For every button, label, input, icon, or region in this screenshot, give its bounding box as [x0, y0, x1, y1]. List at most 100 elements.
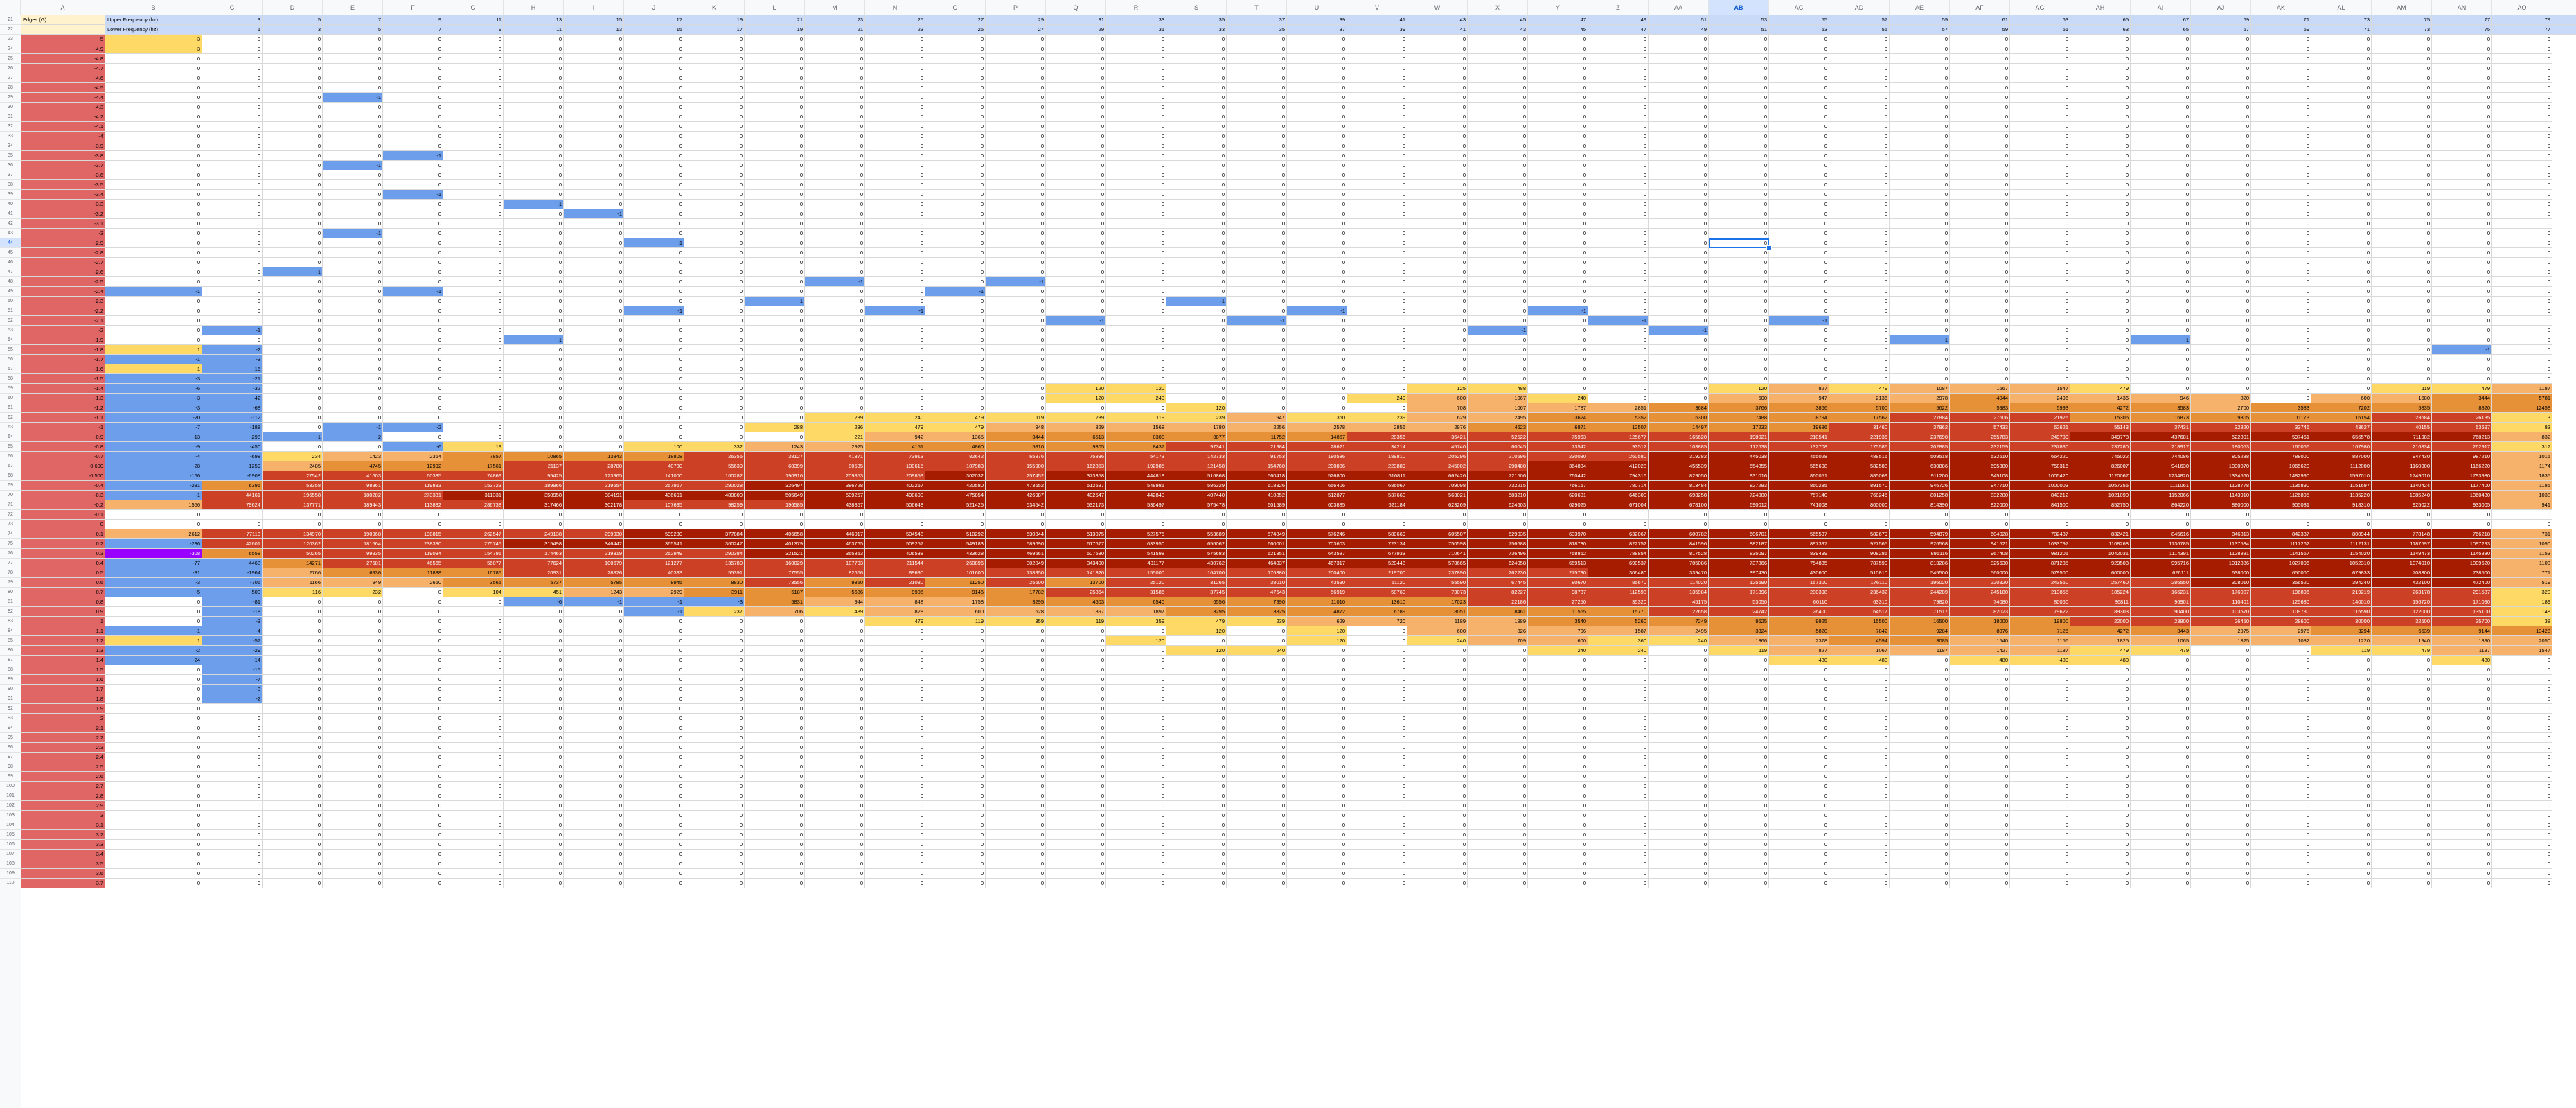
data-cell[interactable]: 0: [1166, 811, 1227, 820]
data-cell[interactable]: 0: [383, 93, 443, 103]
data-cell[interactable]: 211544: [865, 559, 925, 568]
data-cell[interactable]: 0: [745, 830, 805, 840]
data-cell[interactable]: 230080: [1528, 452, 1588, 461]
data-cell[interactable]: 766157: [1528, 481, 1588, 491]
data-cell[interactable]: 0: [1227, 122, 1287, 132]
data-cell[interactable]: 0: [2492, 316, 2552, 326]
data-cell[interactable]: 339470: [1649, 568, 1709, 578]
data-cell[interactable]: 384191: [564, 491, 624, 500]
data-cell[interactable]: 0: [383, 859, 443, 869]
data-cell[interactable]: 0: [564, 335, 624, 345]
edge-value-cell[interactable]: -2.7: [21, 258, 105, 267]
data-cell[interactable]: 0: [1950, 238, 2010, 248]
data-cell[interactable]: 0: [925, 209, 986, 219]
data-cell[interactable]: -7: [202, 675, 263, 685]
data-cell[interactable]: 0: [684, 326, 745, 335]
upper-frequency-cell[interactable]: 77: [2432, 15, 2492, 25]
data-cell[interactable]: 0: [1407, 132, 1468, 141]
edge-value-cell[interactable]: -2: [21, 326, 105, 335]
data-cell[interactable]: 0: [1950, 723, 2010, 733]
data-cell[interactable]: 1042031: [2070, 549, 2131, 559]
data-cell[interactable]: 0: [564, 675, 624, 685]
data-cell[interactable]: 0: [1528, 93, 1588, 103]
data-cell[interactable]: 1897: [1106, 607, 1166, 617]
data-cell[interactable]: 0: [986, 384, 1046, 394]
data-cell[interactable]: 464837: [1227, 559, 1287, 568]
data-cell[interactable]: 0: [1468, 122, 1528, 132]
data-cell[interactable]: 0: [1166, 384, 1227, 394]
data-cell[interactable]: 0: [323, 869, 383, 879]
data-cell[interactable]: 0: [1347, 355, 1407, 364]
data-cell[interactable]: 1021090: [2070, 491, 2131, 500]
data-cell[interactable]: 0: [1227, 840, 1287, 850]
data-cell[interactable]: 0: [684, 520, 745, 529]
data-cell[interactable]: 0: [986, 54, 1046, 64]
data-cell[interactable]: 0: [2191, 811, 2251, 820]
data-cell[interactable]: -1: [805, 277, 865, 287]
data-cell[interactable]: 255783: [1950, 432, 2010, 442]
data-cell[interactable]: 0: [1709, 200, 1769, 209]
data-cell[interactable]: 0: [2070, 869, 2131, 879]
data-cell[interactable]: 0: [383, 335, 443, 345]
data-cell[interactable]: 0: [323, 442, 383, 452]
data-cell[interactable]: 346442: [564, 539, 624, 549]
data-cell[interactable]: 563021: [1407, 491, 1468, 500]
data-cell[interactable]: 0: [1287, 93, 1347, 103]
data-cell[interactable]: 0: [2311, 791, 2372, 801]
data-cell[interactable]: 0: [805, 287, 865, 297]
data-cell[interactable]: 0: [1588, 772, 1649, 782]
data-cell[interactable]: 0: [805, 364, 865, 374]
data-cell[interactable]: 0: [564, 762, 624, 772]
data-cell[interactable]: 0: [925, 772, 986, 782]
data-cell[interactable]: 0: [1950, 326, 2010, 335]
data-cell[interactable]: 0: [1227, 44, 1287, 54]
data-cell[interactable]: 0: [564, 287, 624, 297]
data-cell[interactable]: 0: [1166, 287, 1227, 297]
data-cell[interactable]: 0: [504, 772, 564, 782]
data-cell[interactable]: 0: [1468, 743, 1528, 753]
data-cell[interactable]: 0: [383, 830, 443, 840]
data-cell[interactable]: 406538: [865, 549, 925, 559]
data-cell[interactable]: 0: [1829, 820, 1890, 830]
data-cell[interactable]: 0: [1709, 869, 1769, 879]
data-cell[interactable]: 0: [925, 675, 986, 685]
data-cell[interactable]: 0: [2311, 141, 2372, 151]
upper-frequency-cell[interactable]: 9: [383, 15, 443, 25]
data-cell[interactable]: 0: [2492, 335, 2552, 345]
data-cell[interactable]: 0: [684, 791, 745, 801]
data-cell[interactable]: 0: [2372, 355, 2432, 364]
data-cell[interactable]: 626111: [2131, 568, 2191, 578]
data-cell[interactable]: 0: [2010, 850, 2070, 859]
data-cell[interactable]: 0: [263, 403, 323, 413]
data-cell[interactable]: 119: [1106, 413, 1166, 423]
data-cell[interactable]: 308010: [2191, 578, 2251, 588]
data-cell[interactable]: 0: [1649, 801, 1709, 811]
data-cell[interactable]: 0: [1528, 753, 1588, 762]
data-cell[interactable]: 0: [105, 510, 202, 520]
data-cell[interactable]: 0: [1649, 180, 1709, 190]
data-cell[interactable]: 0: [2492, 122, 2552, 132]
data-cell[interactable]: 0: [2311, 665, 2372, 675]
data-cell[interactable]: 1234820: [2131, 471, 2191, 481]
data-cell[interactable]: 0: [504, 132, 564, 141]
data-cell[interactable]: 0: [1950, 859, 2010, 869]
data-cell[interactable]: 768213: [2432, 432, 2492, 442]
data-cell[interactable]: 0: [1347, 93, 1407, 103]
data-cell[interactable]: 0: [745, 782, 805, 791]
data-cell[interactable]: 0: [745, 743, 805, 753]
data-cell[interactable]: 0: [383, 626, 443, 636]
data-cell[interactable]: 288: [745, 423, 805, 432]
upper-frequency-cell[interactable]: 67: [2131, 15, 2191, 25]
data-cell[interactable]: 198021: [1709, 432, 1769, 442]
data-cell[interactable]: 522801: [2191, 432, 2251, 442]
data-cell[interactable]: 0: [745, 200, 805, 209]
data-cell[interactable]: 887000: [2311, 452, 2372, 461]
data-cell[interactable]: 220820: [1950, 578, 2010, 588]
data-cell[interactable]: 0: [1468, 665, 1528, 675]
data-cell[interactable]: 1160000: [2372, 461, 2432, 471]
data-cell[interactable]: 0: [2191, 694, 2251, 704]
data-cell[interactable]: 21926: [2010, 413, 2070, 423]
data-cell[interactable]: 0: [1287, 714, 1347, 723]
lower-frequency-cell[interactable]: 37: [1287, 25, 1347, 35]
data-cell[interactable]: 0: [1950, 122, 2010, 132]
